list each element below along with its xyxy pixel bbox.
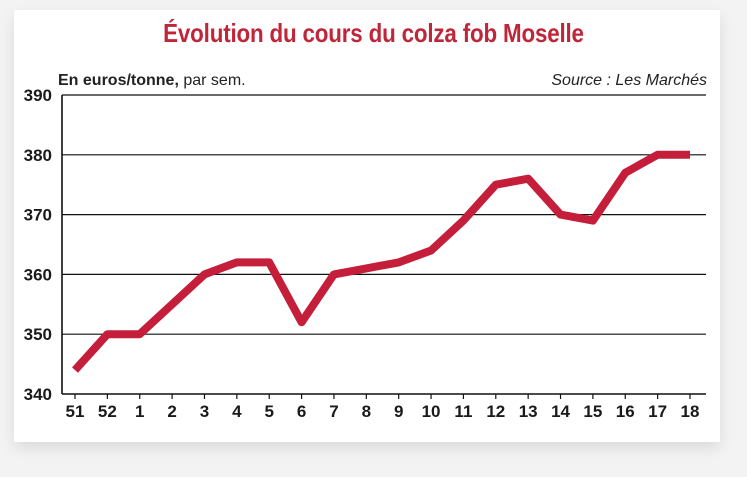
x-tick-label-11: 11 bbox=[454, 402, 472, 421]
x-tick-label-9: 9 bbox=[394, 402, 403, 421]
x-tick-label-10: 10 bbox=[422, 402, 441, 421]
series-line-0 bbox=[72, 150, 690, 373]
x-tick-label-12: 12 bbox=[486, 402, 505, 421]
y-tick-label-390: 390 bbox=[24, 86, 52, 105]
y-tick-label-370: 370 bbox=[24, 206, 52, 225]
source-label: Source : Les Marchés bbox=[551, 72, 707, 89]
chart-card bbox=[14, 10, 720, 442]
x-tick-label-1: 1 bbox=[135, 402, 144, 421]
x-tick-label-5: 5 bbox=[264, 402, 273, 421]
y-tick-label-380: 380 bbox=[24, 146, 52, 165]
x-tick-label-52: 52 bbox=[98, 402, 117, 421]
y-tick-label-360: 360 bbox=[24, 265, 52, 284]
x-tick-label-2: 2 bbox=[167, 402, 176, 421]
x-tick-label-6: 6 bbox=[297, 402, 306, 421]
x-tick-label-18: 18 bbox=[681, 402, 700, 421]
x-tick-label-4: 4 bbox=[232, 402, 242, 421]
series-layer bbox=[72, 150, 691, 373]
unit-label: En euros/tonne, par sem. bbox=[58, 72, 246, 90]
unit-label-rest: par sem. bbox=[178, 72, 246, 89]
y-tick-label-340: 340 bbox=[24, 385, 52, 404]
axes bbox=[61, 95, 706, 399]
x-tick-labels: 51 52 1 2 3 4 5 6 7 8 9 10 11 12 13 14 15 16 17 18 bbox=[66, 402, 700, 421]
x-tick-label-14: 14 bbox=[551, 402, 570, 421]
x-tick-label-15: 15 bbox=[583, 402, 602, 421]
x-tick-label-17: 17 bbox=[648, 402, 667, 421]
x-tick-label-51: 51 bbox=[66, 402, 85, 421]
x-tick-label-16: 16 bbox=[616, 402, 635, 421]
chart-title: Évolution du cours du colza fob Moselle bbox=[163, 18, 584, 48]
x-tick-label-3: 3 bbox=[200, 402, 209, 421]
y-tick-label-350: 350 bbox=[24, 325, 52, 344]
unit-label-bold: En euros/tonne, bbox=[58, 72, 179, 89]
x-tick-label-7: 7 bbox=[329, 402, 338, 421]
grid-lines bbox=[62, 94, 706, 335]
x-tick-label-13: 13 bbox=[519, 402, 538, 421]
x-tick-label-8: 8 bbox=[362, 402, 371, 421]
y-tick-labels: 340 350 360 370 380 390 bbox=[24, 86, 52, 404]
